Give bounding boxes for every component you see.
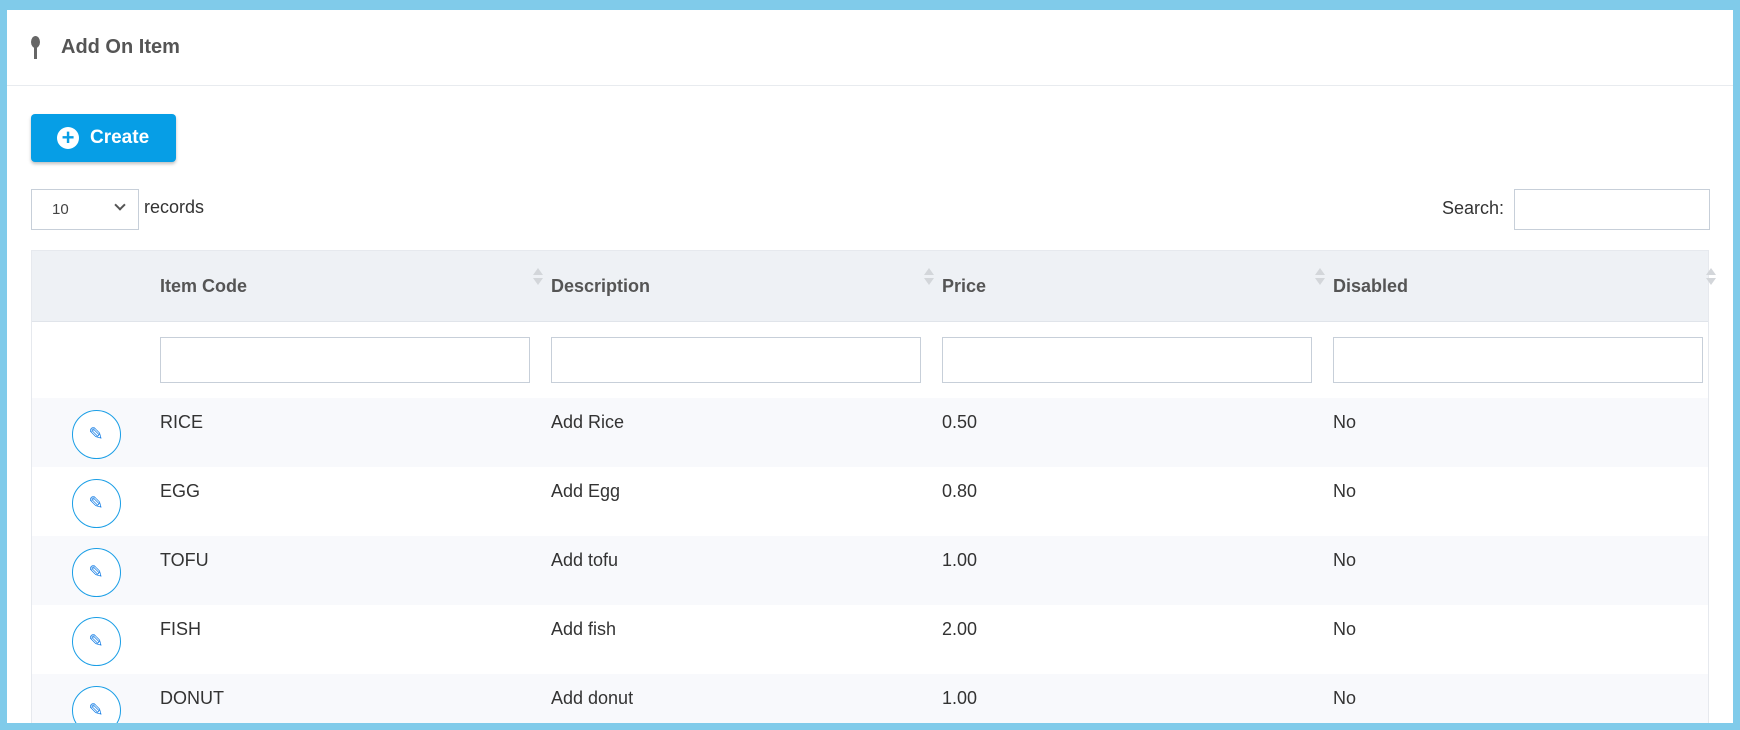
spoon-icon [29, 34, 43, 62]
edit-button[interactable]: ✎ [71, 479, 121, 528]
records-label: records [144, 197, 205, 217]
cell-description: Add Egg [551, 481, 621, 501]
records-per-page-value: 10 [52, 201, 69, 218]
filter-disabled-input[interactable] [1333, 337, 1703, 383]
edit-button[interactable]: ✎ [71, 686, 121, 723]
page-title: Add On Item [61, 36, 180, 58]
column-label: Item Code [160, 275, 248, 296]
filter-row [32, 322, 1708, 398]
edit-button[interactable]: ✎ [71, 617, 121, 666]
cell-description: Add Rice [551, 412, 625, 432]
edit-button[interactable]: ✎ [71, 410, 121, 459]
table-row: ✎ DONUT Add donut 1.00 No [32, 674, 1708, 723]
table-row: ✎ RICE Add Rice 0.50 No [32, 398, 1708, 467]
cell-description: Add fish [551, 619, 617, 639]
page-header: Add On Item [7, 10, 1733, 86]
column-label: Disabled [1333, 275, 1409, 296]
cell-price: 2.00 [942, 619, 978, 639]
pencil-icon: ✎ [88, 493, 104, 513]
cell-disabled: No [1333, 481, 1357, 501]
cell-item-code: FISH [160, 619, 202, 639]
cell-item-code: RICE [160, 412, 204, 432]
plus-circle-icon: + [57, 127, 79, 149]
column-header-disabled[interactable]: Disabled [1333, 267, 1724, 297]
page-frame: Add On Item + Create 10 records Search: … [7, 10, 1733, 723]
add-on-items-table: Item Code Description Price Disabled ✎ R… [31, 250, 1716, 723]
table-header: Item Code Description Price Disabled [32, 251, 1716, 322]
chevron-down-icon [114, 199, 126, 211]
filter-price-input[interactable] [942, 337, 1312, 383]
create-label: Create [90, 127, 150, 148]
table-row: ✎ TOFU Add tofu 1.00 No [32, 536, 1708, 605]
sort-icon [1706, 267, 1716, 286]
column-header-description[interactable]: Description [551, 267, 942, 297]
filter-description-input[interactable] [551, 337, 921, 383]
sort-icon [533, 267, 543, 286]
cell-item-code: EGG [160, 481, 201, 501]
cell-item-code: DONUT [160, 688, 224, 708]
pencil-icon: ✎ [88, 562, 104, 582]
cell-price: 1.00 [942, 688, 978, 708]
column-header-price[interactable]: Price [942, 267, 1333, 297]
cell-description: Add tofu [551, 550, 619, 570]
cell-price: 0.50 [942, 412, 978, 432]
table-row: ✎ FISH Add fish 2.00 No [32, 605, 1708, 674]
cell-item-code: TOFU [160, 550, 209, 570]
create-button[interactable]: + Create [31, 114, 176, 162]
column-header-item-code[interactable]: Item Code [160, 267, 551, 297]
column-label: Description [551, 275, 651, 296]
edit-button[interactable]: ✎ [71, 548, 121, 597]
cell-disabled: No [1333, 550, 1357, 570]
cell-description: Add donut [551, 688, 634, 708]
search-input[interactable] [1514, 189, 1710, 230]
sort-icon [1315, 267, 1325, 286]
cell-price: 1.00 [942, 550, 978, 570]
pencil-icon: ✎ [88, 424, 104, 444]
pencil-icon: ✎ [88, 631, 104, 651]
cell-price: 0.80 [942, 481, 978, 501]
column-label: Price [942, 275, 987, 296]
sort-icon [924, 267, 934, 286]
filter-item-code-input[interactable] [160, 337, 530, 383]
table-row: ✎ EGG Add Egg 0.80 No [32, 467, 1708, 536]
cell-disabled: No [1333, 412, 1357, 432]
cell-disabled: No [1333, 619, 1357, 639]
search-label: Search: [1442, 198, 1505, 218]
records-per-page-select[interactable]: 10 [31, 189, 139, 230]
pencil-icon: ✎ [88, 700, 104, 720]
cell-disabled: No [1333, 688, 1357, 708]
